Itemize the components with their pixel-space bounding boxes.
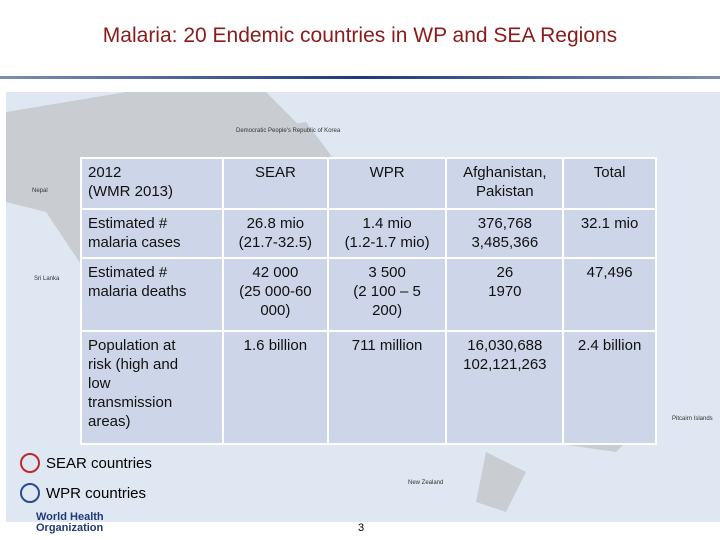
map-label: Nepal (32, 188, 48, 194)
legend-item: WPR countries (20, 478, 152, 508)
table-cell: 42 000 (25 000-60 000) (222, 257, 329, 332)
table-cell: 711 million (326, 330, 448, 445)
map-label: Pitcairn Islands (672, 416, 713, 422)
table-cell: Estimated # malaria deaths (80, 257, 224, 332)
legend: SEAR countries WPR countries (20, 448, 152, 508)
title-rule (0, 76, 720, 79)
logo-text: Organization (36, 522, 104, 534)
map-label: Sri Lanka (34, 276, 60, 282)
table-row: Estimated # malaria cases 26.8 mio (21.7-… (80, 208, 657, 259)
table-cell: 3 500 (2 100 – 5 200) (326, 257, 448, 332)
page-number: 3 (358, 522, 365, 534)
table-cell: 32.1 mio (562, 208, 657, 259)
logo: World Health Organization (36, 512, 104, 534)
logo-text: World Health (36, 511, 104, 523)
header-row: 2012 (WMR 2013) SEAR WPR Afghanistan, Pakis… (80, 157, 657, 210)
header-cell: Total (562, 157, 657, 210)
table-cell: 16,030,688 102,121,263 (445, 330, 565, 445)
legend-label: WPR countries (46, 484, 147, 502)
table-cell: 26 1970 (445, 257, 565, 332)
table-cell: 47,496 (562, 257, 657, 332)
table-cell: Estimated # malaria cases (80, 208, 224, 259)
table-cell: 1.6 billion (222, 330, 329, 445)
map-label: New Zealand (408, 480, 444, 486)
legend-item: SEAR countries (20, 448, 152, 478)
legend-marker (20, 453, 40, 473)
header-cell: SEAR (222, 157, 329, 210)
table-row: Population at risk (high and low transmi… (80, 330, 657, 445)
data-table: 2012 (WMR 2013) SEAR WPR Afghanistan, Pakis… (80, 157, 657, 445)
table-cell: 26.8 mio (21.7-32.5) (222, 208, 329, 259)
header-cell: WPR (326, 157, 448, 210)
slide-title: Malaria: 20 Endemic countries in WP and … (102, 24, 618, 47)
legend-label: SEAR countries (46, 454, 152, 472)
table-cell: Population at risk (high and low transmi… (80, 330, 224, 445)
table-cell: 2.4 billion (562, 330, 657, 445)
header-cell: 2012 (WMR 2013) (80, 157, 224, 210)
legend-marker (20, 483, 40, 503)
table-row: Estimated # malaria deaths 42 000 (25 000… (80, 257, 657, 332)
table-cell: 1.4 mio (1.2-1.7 mio) (326, 208, 448, 259)
map-label: Democratic People's Republic of Korea (236, 128, 341, 134)
header-cell: Afghanistan, Pakistan (445, 157, 565, 210)
table-cell: 376,768 3,485,366 (445, 208, 565, 259)
